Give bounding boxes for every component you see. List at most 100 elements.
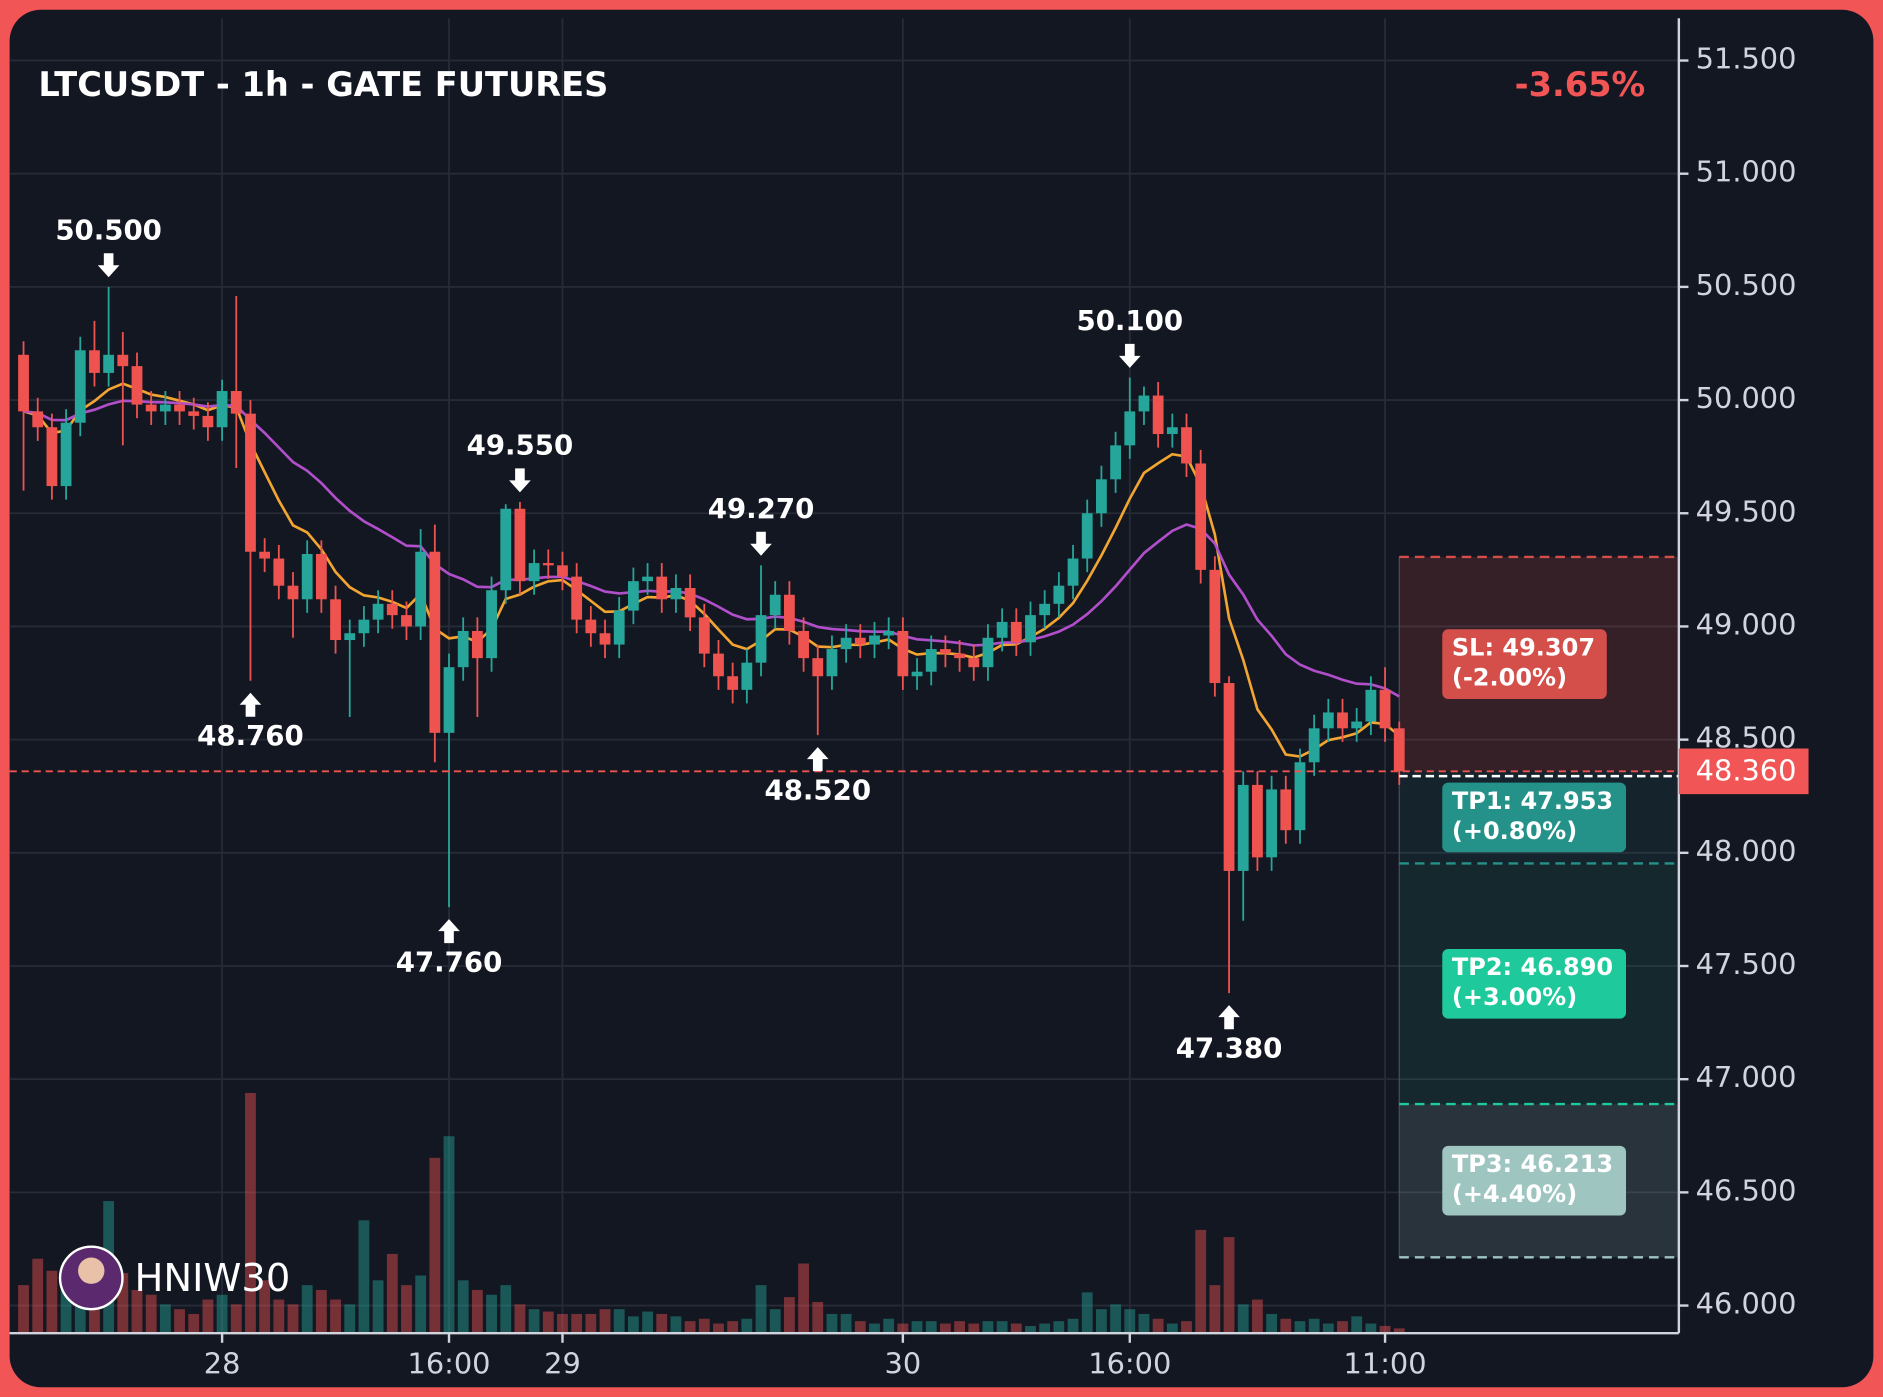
candle-body (798, 630, 809, 659)
candle-body (344, 633, 356, 641)
volume-bar (1124, 1309, 1136, 1334)
volume-bar (188, 1313, 200, 1334)
candle-body (670, 587, 682, 600)
candle-body (713, 653, 724, 677)
volume-bar (599, 1309, 611, 1334)
candle-body (202, 415, 214, 428)
candle-body (315, 554, 327, 600)
level-change: (+4.40%) (1452, 1180, 1577, 1208)
y-tick-label: 47.500 (1696, 947, 1797, 981)
candle-body (1280, 789, 1292, 831)
volume-bar (642, 1311, 653, 1334)
volume-bar (301, 1285, 313, 1334)
volume-bar (585, 1313, 597, 1334)
candle-body (1010, 621, 1022, 643)
volume-bar (897, 1323, 909, 1334)
y-tick-label: 48.000 (1696, 834, 1797, 868)
volume-bar (471, 1289, 483, 1334)
candle-body (925, 649, 937, 672)
volume-bar (1252, 1299, 1263, 1334)
candle-body (557, 565, 568, 577)
extreme-label: 50.100 (1077, 304, 1184, 337)
level-change: (+3.00%) (1452, 983, 1577, 1011)
volume-bar (869, 1323, 880, 1334)
candle-body (1223, 683, 1235, 871)
volume-bar (1067, 1318, 1079, 1334)
change: -3.65% (1515, 65, 1646, 104)
volume-bar (542, 1311, 554, 1334)
volume-bar (216, 1294, 228, 1334)
volume-bar (783, 1297, 795, 1334)
price-box (1678, 748, 1809, 795)
volume-bar (259, 1280, 271, 1334)
candle-body (174, 404, 185, 412)
volume-bar (741, 1318, 753, 1334)
volume-bar (613, 1309, 625, 1334)
candle-body (1181, 427, 1192, 464)
extreme-label: 47.380 (1176, 1032, 1283, 1065)
candle-body (869, 635, 880, 645)
candle-body (1039, 603, 1051, 616)
candle-body (684, 587, 696, 618)
candle-body (1138, 395, 1150, 412)
candle-body (1152, 395, 1164, 435)
candle-body (1379, 689, 1391, 729)
candle-body (599, 633, 611, 645)
level-label: TP3: 46.213 (1452, 1150, 1613, 1178)
candle-body (358, 619, 370, 634)
volume-bar (429, 1157, 441, 1334)
chart-title: LTCUSDT - 1h - GATE FUTURES (38, 65, 608, 104)
candle-body (1053, 585, 1065, 604)
candle-body (727, 676, 739, 690)
volume-bar (18, 1285, 29, 1334)
level-change: (+0.80%) (1452, 817, 1577, 845)
candle-body (1351, 721, 1363, 729)
candle-body (1294, 762, 1306, 831)
candle-body (273, 558, 285, 586)
y-tick-label: 51.000 (1696, 155, 1797, 189)
volume-bar (1379, 1325, 1391, 1334)
volume-bar (159, 1304, 171, 1334)
volume-bar (840, 1313, 852, 1334)
volume-bar (826, 1313, 838, 1334)
candle-body (1237, 784, 1249, 871)
volume-bar (911, 1321, 923, 1334)
volume-bar (1181, 1321, 1192, 1334)
candle-body (996, 621, 1008, 638)
candle-body (1322, 712, 1334, 729)
volume-bar (1053, 1321, 1065, 1334)
volume-bar (1294, 1321, 1306, 1334)
volume-bar (1365, 1323, 1377, 1334)
extreme-arrow (438, 919, 460, 944)
candle-body (528, 563, 540, 582)
candle-body (911, 671, 923, 677)
candle-body (1096, 479, 1107, 514)
level-label: TP2: 46.890 (1452, 953, 1613, 981)
candle-body (939, 649, 951, 654)
volume-bar (798, 1263, 809, 1334)
volume-bar (457, 1280, 469, 1334)
extreme-label: 50.500 (55, 214, 162, 247)
volume-bar (315, 1289, 327, 1334)
candle-body (131, 366, 143, 405)
volume-bar (1209, 1285, 1221, 1334)
volume-bar (287, 1304, 299, 1334)
candle-body (769, 594, 781, 616)
x-tick-label: 16:00 (1088, 1347, 1171, 1381)
volume-bar (386, 1253, 398, 1334)
y-tick-label: 50.000 (1696, 381, 1797, 415)
candle-body (1365, 689, 1377, 722)
volume-bar (330, 1299, 341, 1334)
candle-body (585, 619, 597, 634)
price-label: 48.360 (1696, 754, 1797, 788)
y-tick-label: 49.000 (1696, 607, 1797, 641)
x-tick-label: 28 (204, 1347, 241, 1381)
candle-body (415, 551, 427, 627)
candle-body (982, 637, 994, 668)
volume-bar (684, 1321, 696, 1334)
volume-bar (514, 1304, 526, 1334)
candle-body (613, 610, 625, 645)
extreme-label: 49.270 (708, 492, 815, 525)
volume-bar (1096, 1309, 1107, 1334)
candles (18, 286, 1405, 994)
